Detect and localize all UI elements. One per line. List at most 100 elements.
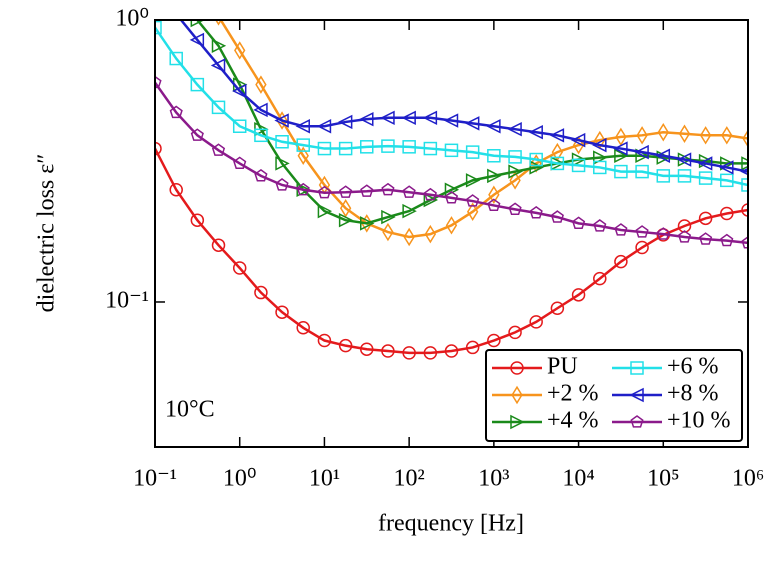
marker	[614, 164, 628, 179]
marker	[359, 111, 374, 127]
marker	[275, 156, 290, 171]
marker	[741, 203, 748, 217]
marker	[190, 128, 204, 141]
marker	[486, 119, 501, 134]
x-tick-label: 10²	[394, 466, 425, 492]
marker	[614, 254, 628, 269]
annotation: 10°C	[165, 397, 215, 423]
marker	[465, 173, 481, 188]
legend-marker	[630, 415, 644, 428]
marker	[193, 0, 203, 5]
marker	[338, 141, 353, 156]
marker	[169, 51, 183, 66]
marker	[402, 140, 416, 154]
marker	[296, 182, 310, 196]
marker	[380, 110, 395, 126]
marker	[697, 156, 713, 171]
marker	[719, 160, 734, 175]
marker	[423, 141, 438, 156]
marker	[215, 20, 222, 26]
marker	[170, 0, 182, 4]
series-line	[195, 20, 748, 225]
marker	[211, 143, 226, 156]
marker	[699, 126, 712, 145]
marker	[189, 32, 205, 48]
marker	[169, 183, 183, 197]
marker	[233, 156, 247, 170]
marker	[360, 342, 374, 356]
marker	[211, 38, 227, 54]
x-tick-label: 10³	[478, 466, 509, 492]
marker	[254, 168, 268, 182]
marker	[381, 344, 395, 358]
marker	[677, 169, 692, 183]
marker	[507, 121, 522, 137]
marker	[698, 171, 713, 185]
y-axis-label: dielectric loss ε″	[34, 154, 60, 313]
marker	[253, 102, 268, 118]
marker	[190, 213, 205, 227]
marker	[275, 305, 289, 319]
marker	[487, 149, 501, 163]
marker	[275, 135, 289, 149]
marker	[720, 206, 734, 221]
marker	[424, 224, 437, 244]
marker	[509, 171, 521, 190]
marker	[571, 216, 586, 229]
marker	[634, 144, 649, 160]
marker	[381, 182, 395, 196]
marker	[297, 146, 309, 166]
marker	[339, 199, 352, 218]
marker	[613, 141, 628, 156]
marker	[699, 232, 713, 245]
marker	[529, 152, 543, 167]
legend-label: +10 %	[667, 408, 731, 434]
legend-label: +6 %	[667, 354, 719, 380]
marker	[190, 20, 206, 28]
marker	[508, 325, 522, 340]
marker	[361, 214, 373, 233]
marker	[443, 113, 459, 128]
marker	[337, 114, 353, 130]
marker	[571, 158, 586, 173]
legend-label: +8 %	[667, 381, 719, 407]
marker	[741, 235, 748, 249]
marker	[657, 122, 669, 142]
marker	[635, 225, 649, 238]
marker	[656, 169, 671, 183]
marker	[635, 164, 649, 179]
x-tick-label: 10⁰	[223, 466, 257, 492]
marker	[232, 119, 247, 133]
marker	[180, 20, 183, 22]
marker	[742, 129, 748, 148]
series-line	[155, 26, 748, 187]
marker	[234, 41, 246, 60]
marker	[655, 148, 671, 163]
y-tick-label: 10⁰	[115, 6, 149, 32]
marker	[317, 333, 332, 348]
marker	[593, 271, 607, 286]
marker	[255, 75, 267, 94]
plot-area	[155, 0, 748, 360]
marker	[211, 238, 226, 252]
marker	[338, 338, 353, 353]
marker	[444, 190, 459, 204]
marker	[402, 203, 417, 219]
marker	[402, 346, 416, 360]
marker	[488, 185, 500, 205]
marker	[465, 340, 480, 355]
marker	[529, 160, 544, 175]
marker	[401, 110, 416, 126]
marker	[529, 315, 543, 329]
marker	[465, 145, 480, 159]
marker	[614, 148, 629, 163]
marker	[464, 116, 480, 131]
marker	[549, 128, 565, 143]
marker	[232, 83, 247, 99]
marker	[572, 135, 585, 155]
x-tick-label: 10⁻¹	[133, 466, 177, 492]
marker	[466, 202, 479, 221]
marker	[720, 173, 734, 188]
marker	[155, 141, 162, 156]
marker	[466, 194, 480, 207]
